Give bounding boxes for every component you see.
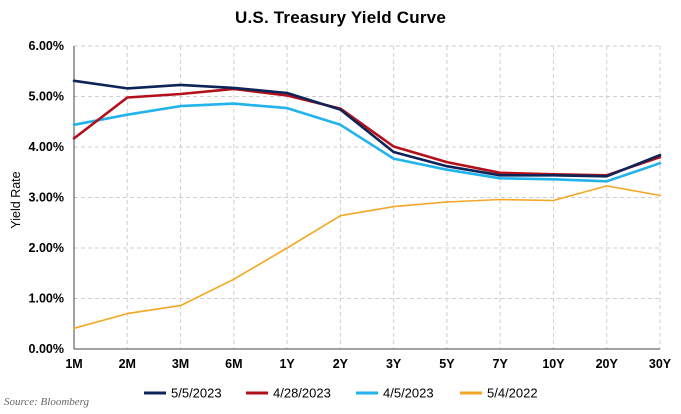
x-tick-label: 6M [225,357,242,371]
x-tick-label: 1Y [279,357,295,371]
source-note: Source: Bloomberg [4,396,90,408]
legend-label: 5/4/2022 [487,386,538,401]
y-tick-label: 0.00% [29,342,64,356]
x-tick-label: 2M [119,357,136,371]
grid-lines [74,45,661,349]
series-line-5-5-2023 [72,79,662,178]
tick-labels: 0.00% 1.00% 2.00% 3.00% 4.00% 5.00% 6.00% 1M 2M 3… [29,39,672,371]
x-tick-label: 30Y [649,357,672,371]
x-tick-label: 1M [65,357,82,371]
y-tick-label: 5.00% [29,90,64,104]
legend: 5/5/2023 4/28/2023 4/5/2023 5/4/2022 [144,386,538,401]
chart-title: U.S. Treasury Yield Curve [235,8,446,27]
x-tick-label: 20Y [596,357,619,371]
y-tick-label: 4.00% [29,140,64,154]
x-tick-label: 3M [172,357,189,371]
y-tick-label: 1.00% [29,292,64,306]
y-tick-label: 6.00% [29,39,64,53]
series-lines [72,79,662,330]
x-tick-label: 2Y [333,357,349,371]
x-tick-label: 5Y [439,357,455,371]
legend-label: 4/28/2023 [273,386,331,401]
series-line-5-4-2022 [73,185,661,330]
x-tick-label: 7Y [493,357,509,371]
series-line-4-5-2023 [72,102,662,183]
x-tick-label: 3Y [386,357,402,371]
y-tick-label: 3.00% [29,191,64,205]
y-tick-label: 2.00% [29,241,64,255]
x-tick-label: 10Y [542,357,565,371]
legend-label: 4/5/2023 [383,386,434,401]
axes [73,46,660,350]
y-axis-label: Yield Rate [9,171,23,228]
legend-label: 5/5/2023 [171,386,222,401]
